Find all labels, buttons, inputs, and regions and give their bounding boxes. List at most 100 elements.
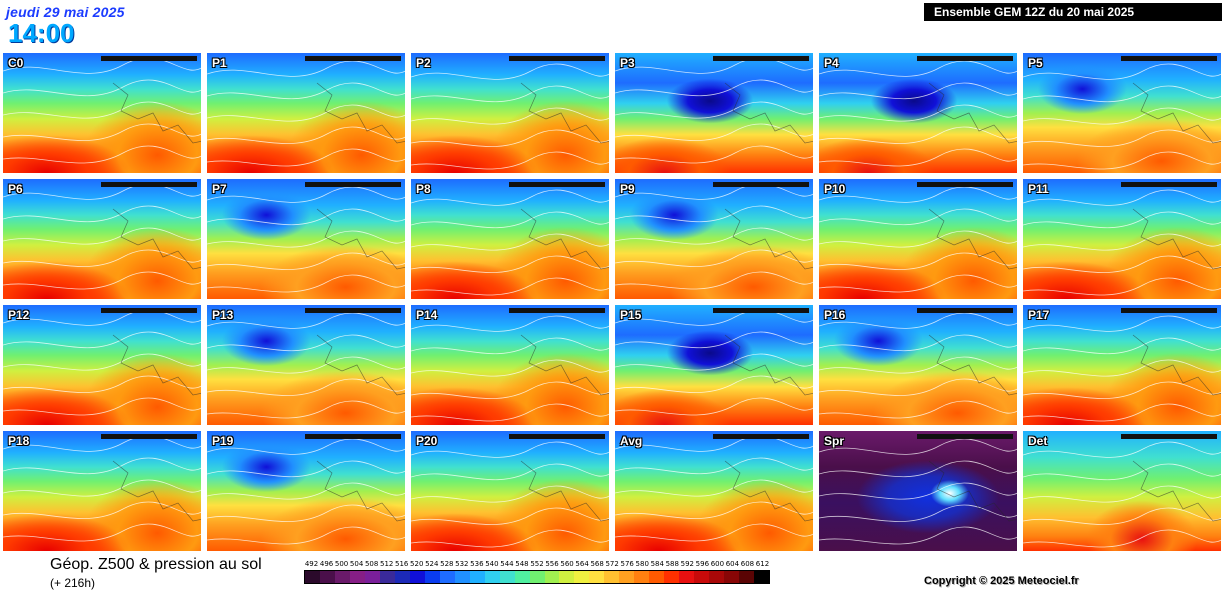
map-header-strip (509, 434, 605, 439)
geopotential-map-image (207, 179, 405, 299)
geopotential-map-image (819, 431, 1017, 551)
scale-tick-label: 516 (395, 560, 409, 568)
ensemble-member-map[interactable]: P16 (818, 304, 1018, 426)
member-label: P5 (1028, 56, 1043, 70)
ensemble-member-map[interactable]: P19 (206, 430, 406, 552)
color-scale-labels: 492 496 500 504 508 512 516 520 524 528 532 536 540 5… (300, 560, 770, 570)
scale-tick-label: 608 (740, 560, 755, 568)
member-label: Det (1028, 434, 1048, 448)
isobar-lines (1023, 315, 1221, 422)
ensemble-member-map[interactable]: P5 (1022, 52, 1222, 174)
ensemble-member-map[interactable]: P17 (1022, 304, 1222, 426)
scale-tick-label: 520 (410, 560, 424, 568)
member-label: P12 (8, 308, 30, 322)
member-label: C0 (8, 56, 24, 70)
ensemble-member-map[interactable]: Avg (614, 430, 814, 552)
scale-tick-label: 612 (755, 560, 770, 568)
map-header-strip (917, 56, 1013, 61)
map-header-strip (305, 308, 401, 313)
map-header-strip (509, 56, 605, 61)
ensemble-member-map[interactable]: P8 (410, 178, 610, 300)
ensemble-member-map[interactable]: P11 (1022, 178, 1222, 300)
member-label: P3 (620, 56, 635, 70)
ensemble-member-map[interactable]: P10 (818, 178, 1018, 300)
isobar-lines (819, 186, 1017, 293)
scale-tick-label: 584 (650, 560, 664, 568)
geopotential-map-image (1023, 431, 1221, 551)
scale-swatch (529, 571, 545, 583)
member-label: P15 (620, 308, 642, 322)
map-header-strip (917, 308, 1013, 313)
geopotential-map-image (411, 53, 609, 173)
isobar-lines (819, 60, 1017, 167)
isobar-lines (3, 435, 201, 542)
scale-swatch (334, 571, 350, 583)
ensemble-member-map[interactable]: P1 (206, 52, 406, 174)
isobar-lines (207, 312, 405, 419)
map-header-strip (713, 434, 809, 439)
scale-swatch (484, 571, 500, 583)
scale-swatch (439, 571, 455, 583)
scale-tick-label: 512 (379, 560, 394, 568)
geopotential-map-image (207, 53, 405, 173)
geopotential-map-image (819, 53, 1017, 173)
scale-swatch (679, 571, 695, 583)
scale-tick-label: 532 (455, 560, 469, 568)
scale-swatch (514, 571, 530, 583)
scale-swatch (754, 571, 770, 583)
ensemble-member-map[interactable]: C0 (2, 52, 202, 174)
scale-tick-label: 568 (590, 560, 604, 568)
ensemble-member-map[interactable]: P7 (206, 178, 406, 300)
ensemble-member-map[interactable]: P18 (2, 430, 202, 552)
isobar-lines (615, 309, 813, 416)
map-header-strip (305, 434, 401, 439)
ensemble-member-map[interactable]: P12 (2, 304, 202, 426)
geopotential-map-image (615, 305, 813, 425)
isobar-lines (615, 183, 813, 290)
ensemble-member-map[interactable]: P20 (410, 430, 610, 552)
ensemble-member-map[interactable]: P2 (410, 52, 610, 174)
ensemble-member-map[interactable]: P13 (206, 304, 406, 426)
scale-swatch (664, 571, 680, 583)
geopotential-map-image (3, 179, 201, 299)
scale-swatch (574, 571, 590, 583)
ensemble-member-map[interactable]: P9 (614, 178, 814, 300)
scale-swatch (469, 571, 485, 583)
scale-tick-label: 536 (470, 560, 484, 568)
scale-swatch (394, 571, 410, 583)
scale-tick-label: 540 (485, 560, 499, 568)
run-info-banner: Ensemble GEM 12Z du 20 mai 2025 (924, 3, 1222, 21)
ensemble-member-map[interactable]: P6 (2, 178, 202, 300)
scale-tick-label: 500 (334, 560, 349, 568)
copyright-notice: Copyright © 2025 Meteociel.fr (924, 575, 1079, 587)
map-header-strip (509, 182, 605, 187)
map-header-strip (101, 308, 197, 313)
geopotential-map-image (3, 431, 201, 551)
scale-tick-label: 596 (695, 560, 710, 568)
isobar-lines (819, 438, 1017, 545)
scale-tick-label: 508 (364, 560, 379, 568)
scale-tick-label: 492 (304, 560, 319, 568)
isobar-lines (615, 57, 813, 164)
isobar-lines (207, 438, 405, 545)
scale-swatch (694, 571, 710, 583)
scale-tick-label: 572 (605, 560, 619, 568)
member-label: P6 (8, 182, 23, 196)
ensemble-member-map[interactable]: Spr (818, 430, 1018, 552)
ensemble-member-map[interactable]: Det (1022, 430, 1222, 552)
ensemble-member-map[interactable]: P15 (614, 304, 814, 426)
map-header-strip (1121, 434, 1217, 439)
scale-tick-label: 592 (680, 560, 694, 568)
isobar-lines (207, 60, 405, 167)
scale-tick-label: 580 (635, 560, 649, 568)
map-header-strip (305, 182, 401, 187)
ensemble-member-map[interactable]: P3 (614, 52, 814, 174)
ensemble-member-map[interactable]: P4 (818, 52, 1018, 174)
ensemble-member-map[interactable]: P14 (410, 304, 610, 426)
geopotential-map-image (615, 179, 813, 299)
isobar-lines (411, 315, 609, 422)
scale-swatch (619, 571, 635, 583)
member-label: P10 (824, 182, 846, 196)
scale-tick-label: 552 (530, 560, 544, 568)
member-label: Spr (824, 434, 845, 448)
